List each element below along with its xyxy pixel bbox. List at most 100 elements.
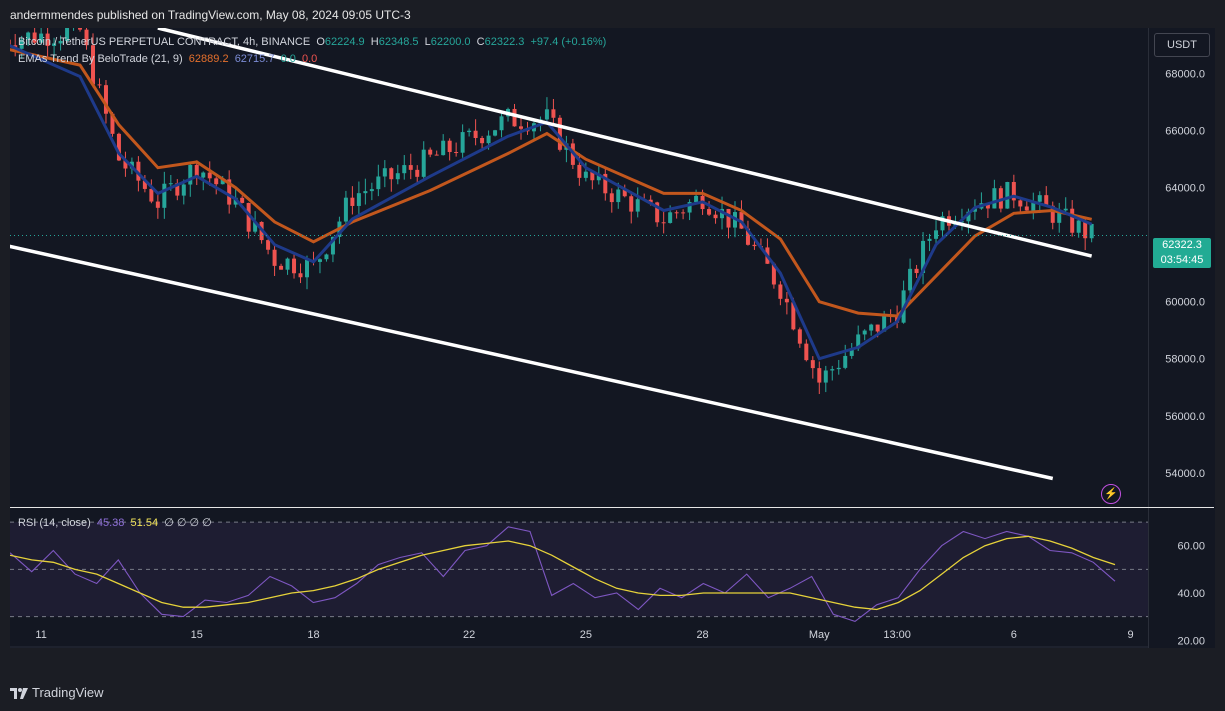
- candle-body: [849, 348, 854, 356]
- candle-body: [227, 179, 232, 205]
- candle-body: [544, 109, 549, 120]
- pane-separator[interactable]: [10, 507, 1214, 508]
- candle-body: [583, 171, 588, 178]
- main-chart-pane[interactable]: 11 15 18 22 25 28 May 13:00 6 9: [10, 28, 1148, 648]
- candle-body: [998, 188, 1003, 209]
- time-tick-label: 28: [696, 629, 708, 641]
- candle-body: [609, 193, 614, 203]
- price-tick-label: 56000.0: [1165, 411, 1205, 423]
- candle-body: [1005, 182, 1010, 209]
- time-tick-label: 6: [1011, 629, 1017, 641]
- candle-body: [869, 324, 874, 331]
- time-tick-label: 15: [191, 629, 203, 641]
- candle-body: [136, 161, 141, 181]
- candle-body: [856, 334, 861, 349]
- candle-body: [188, 164, 193, 185]
- candle-body: [194, 164, 199, 178]
- price-pane: [10, 28, 1148, 481]
- rsi-empty-values: ∅ ∅ ∅ ∅: [164, 517, 212, 529]
- candle-body: [493, 130, 498, 136]
- price-axis[interactable]: 54000.056000.058000.060000.062000.064000…: [1148, 28, 1215, 648]
- top-bar: andermmendes published on TradingView.co…: [0, 0, 1225, 28]
- candle-body: [149, 188, 154, 202]
- symbol-title[interactable]: Bitcoin / TetherUS PERPETUAL CONTRACT, 4…: [18, 36, 311, 48]
- time-tick-label: 25: [580, 629, 592, 641]
- brand-footer: TradingView: [10, 685, 104, 700]
- candle-body: [369, 189, 374, 192]
- time-axis: 11 15 18 22 25 28 May 13:00 6 9: [10, 629, 1148, 648]
- candle-body: [356, 193, 361, 206]
- lightning-icon[interactable]: ⚡: [1101, 484, 1121, 504]
- candle-body: [1089, 223, 1094, 239]
- candle-body: [201, 172, 206, 178]
- candle-body: [434, 154, 439, 156]
- ema-indicator-name[interactable]: EMAs Trend By BeloTrade (21, 9): [18, 53, 183, 65]
- candle-body: [694, 195, 699, 203]
- candle-body: [272, 249, 277, 266]
- candle-body: [836, 367, 841, 370]
- candle-body: [882, 314, 887, 332]
- candle-body: [168, 183, 173, 185]
- candle-body: [752, 244, 757, 247]
- candle-body: [441, 140, 446, 156]
- close-key: C: [476, 36, 485, 48]
- candle-body: [791, 302, 796, 330]
- candle-body: [1031, 201, 1036, 211]
- candle-body: [480, 137, 485, 144]
- price-tick-label: 66000.0: [1165, 126, 1205, 138]
- channel-lower-line: [10, 244, 1054, 481]
- chart-canvas[interactable]: 11 15 18 22 25 28 May 13:00 6 9: [10, 28, 1148, 648]
- candle-body: [810, 360, 815, 369]
- candle-body: [84, 29, 89, 46]
- candle-body: [518, 126, 523, 129]
- candle-body: [966, 211, 971, 222]
- candle-body: [363, 191, 368, 194]
- candle-body: [317, 259, 322, 262]
- candle-body: [175, 183, 180, 196]
- change-value: +97.4 (+0.16%): [530, 36, 607, 48]
- ema-value-2: 62715.7: [234, 53, 275, 65]
- candle-body: [65, 28, 70, 41]
- candle-body: [343, 197, 348, 222]
- candle-body: [771, 263, 776, 285]
- high-key: H: [370, 36, 379, 48]
- close-value: 62322.3: [484, 36, 525, 48]
- candle-body: [985, 203, 990, 209]
- candle-body: [428, 149, 433, 155]
- candle-body: [707, 209, 712, 215]
- candle-body: [214, 178, 219, 185]
- candle-body: [1063, 208, 1068, 211]
- candle-body: [557, 117, 562, 150]
- time-tick-label: 11: [35, 629, 46, 641]
- time-tick-label: 9: [1128, 629, 1134, 641]
- candle-body: [305, 259, 310, 278]
- candle-body: [622, 189, 627, 197]
- currency-button[interactable]: USDT: [1154, 33, 1210, 57]
- candle-body: [1050, 205, 1055, 223]
- candle-body: [415, 169, 420, 177]
- candle-body: [58, 40, 63, 44]
- candle-body: [778, 284, 783, 299]
- candle-body: [927, 238, 932, 241]
- candle-body: [447, 140, 452, 153]
- rsi-value: 45.38: [96, 517, 125, 529]
- candle-body: [972, 208, 977, 212]
- candle-body: [39, 33, 44, 43]
- candle-body: [45, 33, 50, 46]
- candle-body: [629, 196, 634, 212]
- candle-body: [1070, 208, 1075, 233]
- candle-body: [590, 171, 595, 181]
- candle-body: [797, 329, 802, 344]
- price-legend: Bitcoin / TetherUS PERPETUAL CONTRACT, 4…: [18, 34, 606, 68]
- candle-body: [843, 355, 848, 368]
- last-price-label: 62322.3: [1162, 239, 1202, 251]
- rsi-line: [10, 526, 1116, 623]
- candle-body: [661, 222, 666, 224]
- candle-body: [123, 160, 128, 169]
- candle-body: [142, 180, 147, 189]
- rsi-indicator-name[interactable]: RSI (14, close): [18, 517, 91, 529]
- candle-body: [467, 130, 472, 133]
- candle-body: [155, 201, 160, 208]
- candle-body: [116, 133, 121, 161]
- candle-body: [687, 202, 692, 213]
